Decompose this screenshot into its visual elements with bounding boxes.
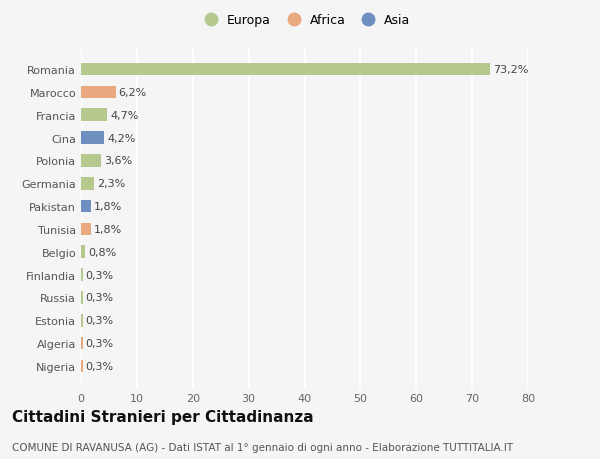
Bar bbox=[81, 201, 91, 213]
Text: 0,3%: 0,3% bbox=[85, 270, 113, 280]
Text: 0,3%: 0,3% bbox=[85, 361, 113, 371]
Text: 73,2%: 73,2% bbox=[493, 65, 528, 75]
Bar bbox=[81, 109, 107, 122]
Bar bbox=[81, 64, 490, 76]
Bar bbox=[81, 155, 101, 168]
Text: 0,3%: 0,3% bbox=[85, 338, 113, 348]
Text: COMUNE DI RAVANUSA (AG) - Dati ISTAT al 1° gennaio di ogni anno - Elaborazione T: COMUNE DI RAVANUSA (AG) - Dati ISTAT al … bbox=[12, 442, 513, 452]
Text: 0,8%: 0,8% bbox=[88, 247, 116, 257]
Text: 0,3%: 0,3% bbox=[85, 316, 113, 325]
Text: 1,8%: 1,8% bbox=[94, 202, 122, 212]
Bar bbox=[81, 223, 91, 235]
Bar bbox=[81, 178, 94, 190]
Bar bbox=[81, 291, 83, 304]
Bar bbox=[81, 132, 104, 145]
Text: 4,7%: 4,7% bbox=[110, 111, 139, 120]
Text: Cittadini Stranieri per Cittadinanza: Cittadini Stranieri per Cittadinanza bbox=[12, 409, 314, 425]
Text: 2,3%: 2,3% bbox=[97, 179, 125, 189]
Legend: Europa, Africa, Asia: Europa, Africa, Asia bbox=[194, 10, 415, 31]
Bar bbox=[81, 246, 85, 258]
Bar bbox=[81, 86, 116, 99]
Bar bbox=[81, 360, 83, 372]
Text: 1,8%: 1,8% bbox=[94, 224, 122, 235]
Text: 4,2%: 4,2% bbox=[107, 133, 136, 143]
Bar bbox=[81, 269, 83, 281]
Text: 3,6%: 3,6% bbox=[104, 156, 132, 166]
Text: 0,3%: 0,3% bbox=[85, 293, 113, 303]
Text: 6,2%: 6,2% bbox=[118, 88, 146, 98]
Bar bbox=[81, 314, 83, 327]
Bar bbox=[81, 337, 83, 350]
